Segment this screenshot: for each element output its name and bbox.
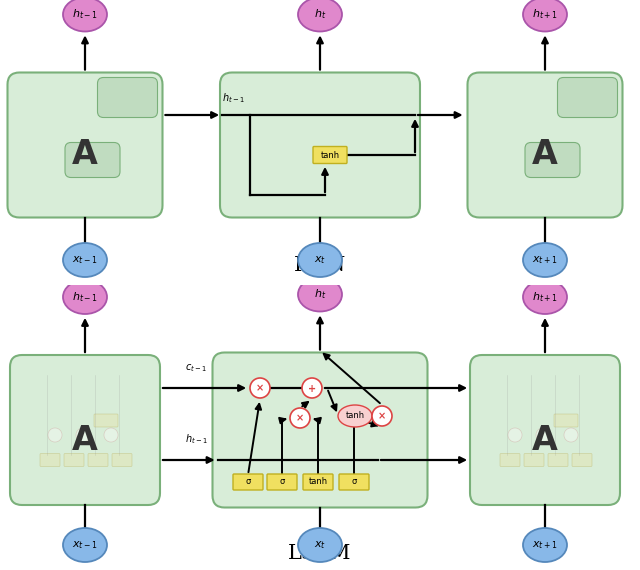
FancyBboxPatch shape	[467, 72, 623, 218]
FancyBboxPatch shape	[313, 146, 347, 164]
Text: $h_{t-1}$: $h_{t-1}$	[72, 290, 98, 304]
FancyBboxPatch shape	[525, 142, 580, 177]
Text: $x_{t-1}$: $x_{t-1}$	[72, 539, 98, 551]
Text: $x_{t-1}$: $x_{t-1}$	[72, 254, 98, 266]
FancyBboxPatch shape	[557, 78, 618, 117]
Text: $x_{t+1}$: $x_{t+1}$	[532, 254, 558, 266]
Ellipse shape	[63, 0, 107, 31]
Ellipse shape	[302, 378, 322, 398]
Ellipse shape	[290, 408, 310, 428]
Text: ×: ×	[296, 413, 304, 424]
Ellipse shape	[372, 406, 392, 426]
FancyBboxPatch shape	[8, 72, 163, 218]
Text: tanh: tanh	[321, 150, 340, 160]
Text: $x_{t}$: $x_{t}$	[314, 539, 326, 551]
Text: $c_{t-1}$: $c_{t-1}$	[186, 362, 207, 374]
FancyBboxPatch shape	[267, 474, 297, 490]
Ellipse shape	[298, 528, 342, 562]
Text: LSTM: LSTM	[288, 544, 352, 563]
Ellipse shape	[104, 428, 118, 442]
Text: $h_{t+1}$: $h_{t+1}$	[532, 290, 558, 304]
FancyBboxPatch shape	[94, 414, 118, 427]
Text: ×: ×	[256, 384, 264, 393]
Ellipse shape	[338, 405, 372, 427]
Text: $h_{t+1}$: $h_{t+1}$	[532, 7, 558, 22]
Text: A: A	[72, 139, 98, 172]
FancyBboxPatch shape	[40, 454, 60, 466]
Ellipse shape	[536, 428, 550, 442]
Text: tanh: tanh	[308, 478, 328, 487]
Ellipse shape	[523, 280, 567, 314]
Text: +: +	[308, 384, 316, 393]
Text: A: A	[532, 424, 558, 457]
Text: A: A	[72, 424, 98, 457]
Ellipse shape	[564, 428, 578, 442]
Ellipse shape	[250, 378, 270, 398]
FancyBboxPatch shape	[64, 454, 84, 466]
FancyBboxPatch shape	[303, 474, 333, 490]
Text: RNN: RNN	[294, 256, 346, 275]
FancyBboxPatch shape	[572, 454, 592, 466]
FancyBboxPatch shape	[233, 474, 263, 490]
Ellipse shape	[523, 243, 567, 277]
Text: $h_{t}$: $h_{t}$	[314, 288, 326, 302]
FancyBboxPatch shape	[470, 355, 620, 505]
FancyBboxPatch shape	[500, 454, 520, 466]
FancyBboxPatch shape	[339, 474, 369, 490]
Ellipse shape	[508, 428, 522, 442]
Text: $h_{t-1}$: $h_{t-1}$	[222, 91, 245, 105]
FancyBboxPatch shape	[212, 352, 428, 507]
FancyBboxPatch shape	[88, 454, 108, 466]
FancyBboxPatch shape	[554, 414, 578, 427]
Text: σ: σ	[245, 478, 251, 487]
Ellipse shape	[63, 243, 107, 277]
Text: $h_{t-1}$: $h_{t-1}$	[72, 7, 98, 22]
Ellipse shape	[523, 0, 567, 31]
FancyBboxPatch shape	[220, 72, 420, 218]
Text: $h_{t}$: $h_{t}$	[314, 7, 326, 22]
FancyBboxPatch shape	[112, 454, 132, 466]
FancyBboxPatch shape	[97, 78, 157, 117]
Ellipse shape	[523, 528, 567, 562]
Text: σ: σ	[351, 478, 356, 487]
FancyBboxPatch shape	[524, 454, 544, 466]
Ellipse shape	[63, 528, 107, 562]
Ellipse shape	[298, 243, 342, 277]
Ellipse shape	[48, 428, 62, 442]
Text: $h_{t-1}$: $h_{t-1}$	[185, 432, 207, 446]
Ellipse shape	[63, 280, 107, 314]
Text: tanh: tanh	[346, 412, 365, 421]
Text: $x_{t+1}$: $x_{t+1}$	[532, 539, 558, 551]
FancyBboxPatch shape	[65, 142, 120, 177]
Text: A: A	[532, 139, 558, 172]
FancyBboxPatch shape	[548, 454, 568, 466]
FancyBboxPatch shape	[10, 355, 160, 505]
Text: $x_{t}$: $x_{t}$	[314, 254, 326, 266]
Text: σ: σ	[280, 478, 285, 487]
Text: ×: ×	[378, 412, 386, 421]
Ellipse shape	[76, 428, 90, 442]
Ellipse shape	[298, 278, 342, 311]
Ellipse shape	[298, 0, 342, 31]
